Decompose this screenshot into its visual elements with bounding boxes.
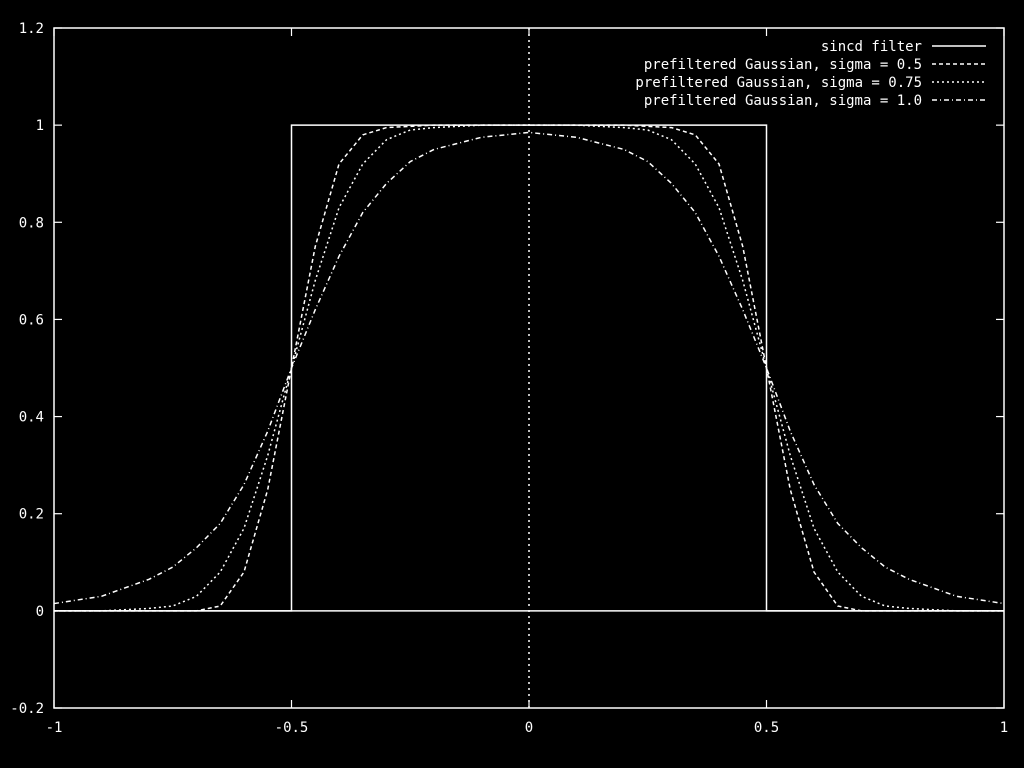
series-layer xyxy=(53,124,1005,612)
x-tick-label: -0.5 xyxy=(275,720,309,736)
y-tick-label: 0.4 xyxy=(19,410,44,426)
y-tick-label: 0.6 xyxy=(19,312,44,328)
series-line-4 xyxy=(53,131,1005,605)
x-tick-label: 1 xyxy=(1000,720,1008,736)
legend: sincd filter prefiltered Gaussian, sigma … xyxy=(635,39,986,109)
x-tick-label: 0 xyxy=(525,720,533,736)
y-tick-label: 0.8 xyxy=(19,215,44,231)
legend-label: prefiltered Gaussian, sigma = 0.75 xyxy=(635,75,922,91)
x-tick-label: -1 xyxy=(46,720,63,736)
legend-label: prefiltered Gaussian, sigma = 0.5 xyxy=(644,57,922,73)
legend-label: sincd filter xyxy=(821,39,922,55)
y-tick-label: 0.2 xyxy=(19,507,44,523)
series-line-2 xyxy=(54,124,1004,612)
x-tick-label: 0.5 xyxy=(754,720,779,736)
y-tick-label: 1.2 xyxy=(19,21,44,37)
y-tick-label: -0.2 xyxy=(10,701,44,717)
legend-label: prefiltered Gaussian, sigma = 1.0 xyxy=(644,93,922,109)
y-tick-label: 0 xyxy=(36,604,44,620)
y-tick-label: 1 xyxy=(36,118,44,134)
series-line-3 xyxy=(54,124,1004,612)
